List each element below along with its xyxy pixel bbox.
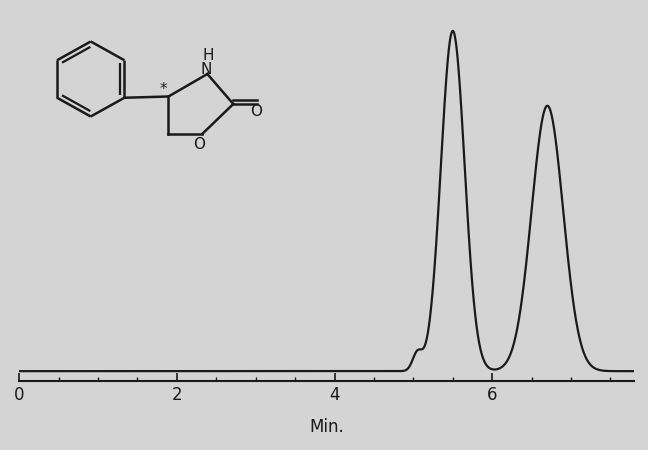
- Text: O: O: [251, 104, 262, 120]
- Text: O: O: [194, 137, 205, 152]
- Text: *: *: [159, 82, 167, 97]
- Text: N: N: [200, 62, 212, 77]
- Text: H: H: [203, 48, 214, 63]
- X-axis label: Min.: Min.: [309, 418, 344, 436]
